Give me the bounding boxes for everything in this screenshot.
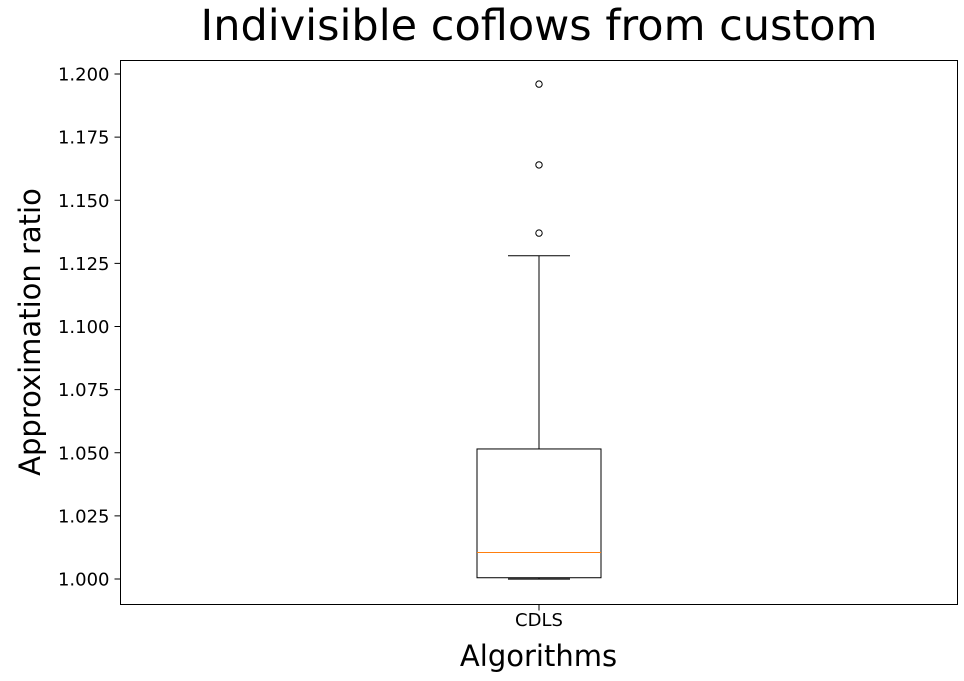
- y-tick-label: 1.050: [58, 443, 110, 464]
- chart-title: Indivisible coflows from custom: [200, 1, 878, 51]
- axes-border: [120, 60, 958, 605]
- y-tick-label: 1.200: [58, 65, 110, 86]
- x-tick-label: CDLS: [515, 610, 563, 631]
- x-axis-label: Algorithms: [459, 639, 618, 673]
- iqr-box: [476, 448, 602, 579]
- outlier-point: [535, 229, 543, 237]
- y-tick-label: 1.150: [58, 191, 110, 212]
- y-tick-label: 1.175: [58, 128, 110, 149]
- plot-content: [476, 80, 602, 580]
- y-tick-label: 1.075: [58, 380, 110, 401]
- y-tick-label: 1.000: [58, 570, 110, 591]
- y-tick-label: 1.025: [58, 506, 110, 527]
- y-tick-label: 1.125: [58, 254, 110, 275]
- y-tick-label: 1.100: [58, 317, 110, 338]
- outlier-point: [535, 80, 543, 88]
- axes-frame: 1.000 1.025 1.050 1.075 1.100 1.125 1.150 1.175…: [58, 60, 958, 631]
- outlier-point: [535, 161, 543, 169]
